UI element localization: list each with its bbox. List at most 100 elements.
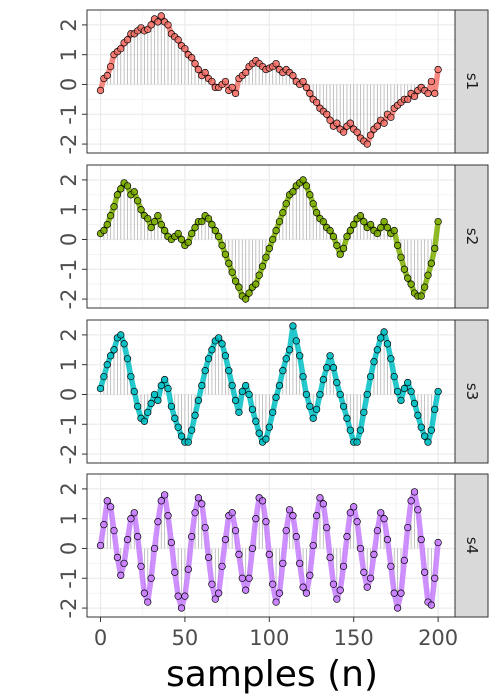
data-point: [232, 397, 239, 404]
data-point: [185, 439, 192, 446]
data-point: [313, 406, 320, 413]
data-point: [212, 227, 219, 234]
data-point: [323, 364, 330, 371]
data-point: [320, 218, 327, 225]
data-point: [276, 382, 283, 389]
data-point: [165, 512, 172, 519]
data-point: [330, 233, 337, 240]
data-point: [398, 254, 405, 261]
data-point: [381, 515, 388, 522]
data-point: [188, 427, 195, 434]
data-point: [300, 584, 307, 591]
data-point: [117, 572, 124, 579]
data-point: [124, 536, 131, 543]
data-point: [205, 355, 212, 362]
data-point: [269, 581, 276, 588]
data-point: [236, 284, 243, 291]
data-point: [374, 230, 381, 237]
y-tick-label: -1: [57, 568, 81, 589]
data-point: [381, 218, 388, 225]
data-point: [121, 341, 128, 348]
data-point: [155, 212, 162, 219]
y-tick-label: 0: [57, 388, 81, 401]
data-point: [178, 236, 185, 243]
data-point: [225, 367, 232, 374]
data-point: [394, 605, 401, 612]
data-point: [354, 518, 361, 525]
data-point: [286, 506, 293, 513]
data-point: [340, 403, 347, 410]
x-tick-label: 200: [418, 626, 458, 650]
data-point: [374, 346, 381, 353]
data-point: [229, 269, 236, 276]
facet-panels: s1 -2 -1 0 1 2 s2 -2 -1 0 1 2 s3 -2 -1 0 1 2 s4 -2 -1 0 1 2: [57, 10, 488, 619]
data-point: [232, 527, 239, 534]
data-point: [418, 293, 425, 300]
data-point: [229, 509, 236, 516]
data-point: [408, 498, 415, 505]
data-point: [124, 183, 131, 190]
data-point: [391, 373, 398, 380]
data-point: [263, 518, 270, 525]
data-point: [104, 361, 111, 368]
data-point: [421, 569, 428, 576]
data-point: [97, 87, 104, 94]
data-point: [344, 233, 351, 240]
data-point: [283, 200, 290, 207]
data-point: [303, 84, 310, 91]
data-point: [138, 563, 145, 570]
data-point: [327, 554, 334, 561]
data-point: [107, 503, 114, 510]
data-point: [280, 367, 287, 374]
data-point: [300, 373, 307, 380]
y-tick-label: 2: [57, 482, 81, 495]
data-point: [303, 590, 310, 597]
data-point: [276, 590, 283, 597]
data-point: [239, 575, 246, 582]
y-tick-label: -2: [57, 444, 81, 465]
data-point: [361, 569, 368, 576]
data-point: [307, 403, 314, 410]
data-point: [175, 424, 182, 431]
data-point: [178, 433, 185, 440]
data-point: [134, 197, 141, 204]
data-point: [317, 495, 324, 502]
data-point: [253, 418, 260, 425]
data-point: [148, 224, 155, 231]
data-point: [246, 391, 253, 398]
data-point: [148, 22, 155, 29]
data-point: [209, 221, 216, 228]
data-point: [350, 503, 357, 510]
data-point: [144, 599, 151, 606]
data-point: [401, 557, 408, 564]
data-point: [340, 129, 347, 136]
data-point: [117, 332, 124, 339]
data-point: [411, 93, 418, 100]
data-point: [171, 415, 178, 422]
data-point: [249, 545, 256, 552]
data-point: [431, 575, 438, 582]
data-point: [428, 78, 435, 85]
data-point: [188, 230, 195, 237]
data-point: [310, 415, 317, 422]
data-point: [222, 536, 229, 543]
y-tick-label: 1: [57, 48, 81, 61]
data-point: [101, 227, 108, 234]
data-point: [256, 430, 263, 437]
data-point: [303, 183, 310, 190]
data-point: [198, 382, 205, 389]
y-tick-label: 1: [57, 358, 81, 371]
data-point: [242, 296, 249, 303]
data-point: [421, 433, 428, 440]
data-point: [300, 78, 307, 85]
y-tick-label: -1: [57, 414, 81, 435]
data-point: [364, 391, 371, 398]
panel-s4: s4-2-1012: [57, 474, 488, 619]
data-point: [158, 221, 165, 228]
data-point: [415, 506, 422, 513]
data-point: [205, 215, 212, 222]
data-point: [117, 45, 124, 52]
data-point: [401, 385, 408, 392]
data-point: [310, 542, 317, 549]
